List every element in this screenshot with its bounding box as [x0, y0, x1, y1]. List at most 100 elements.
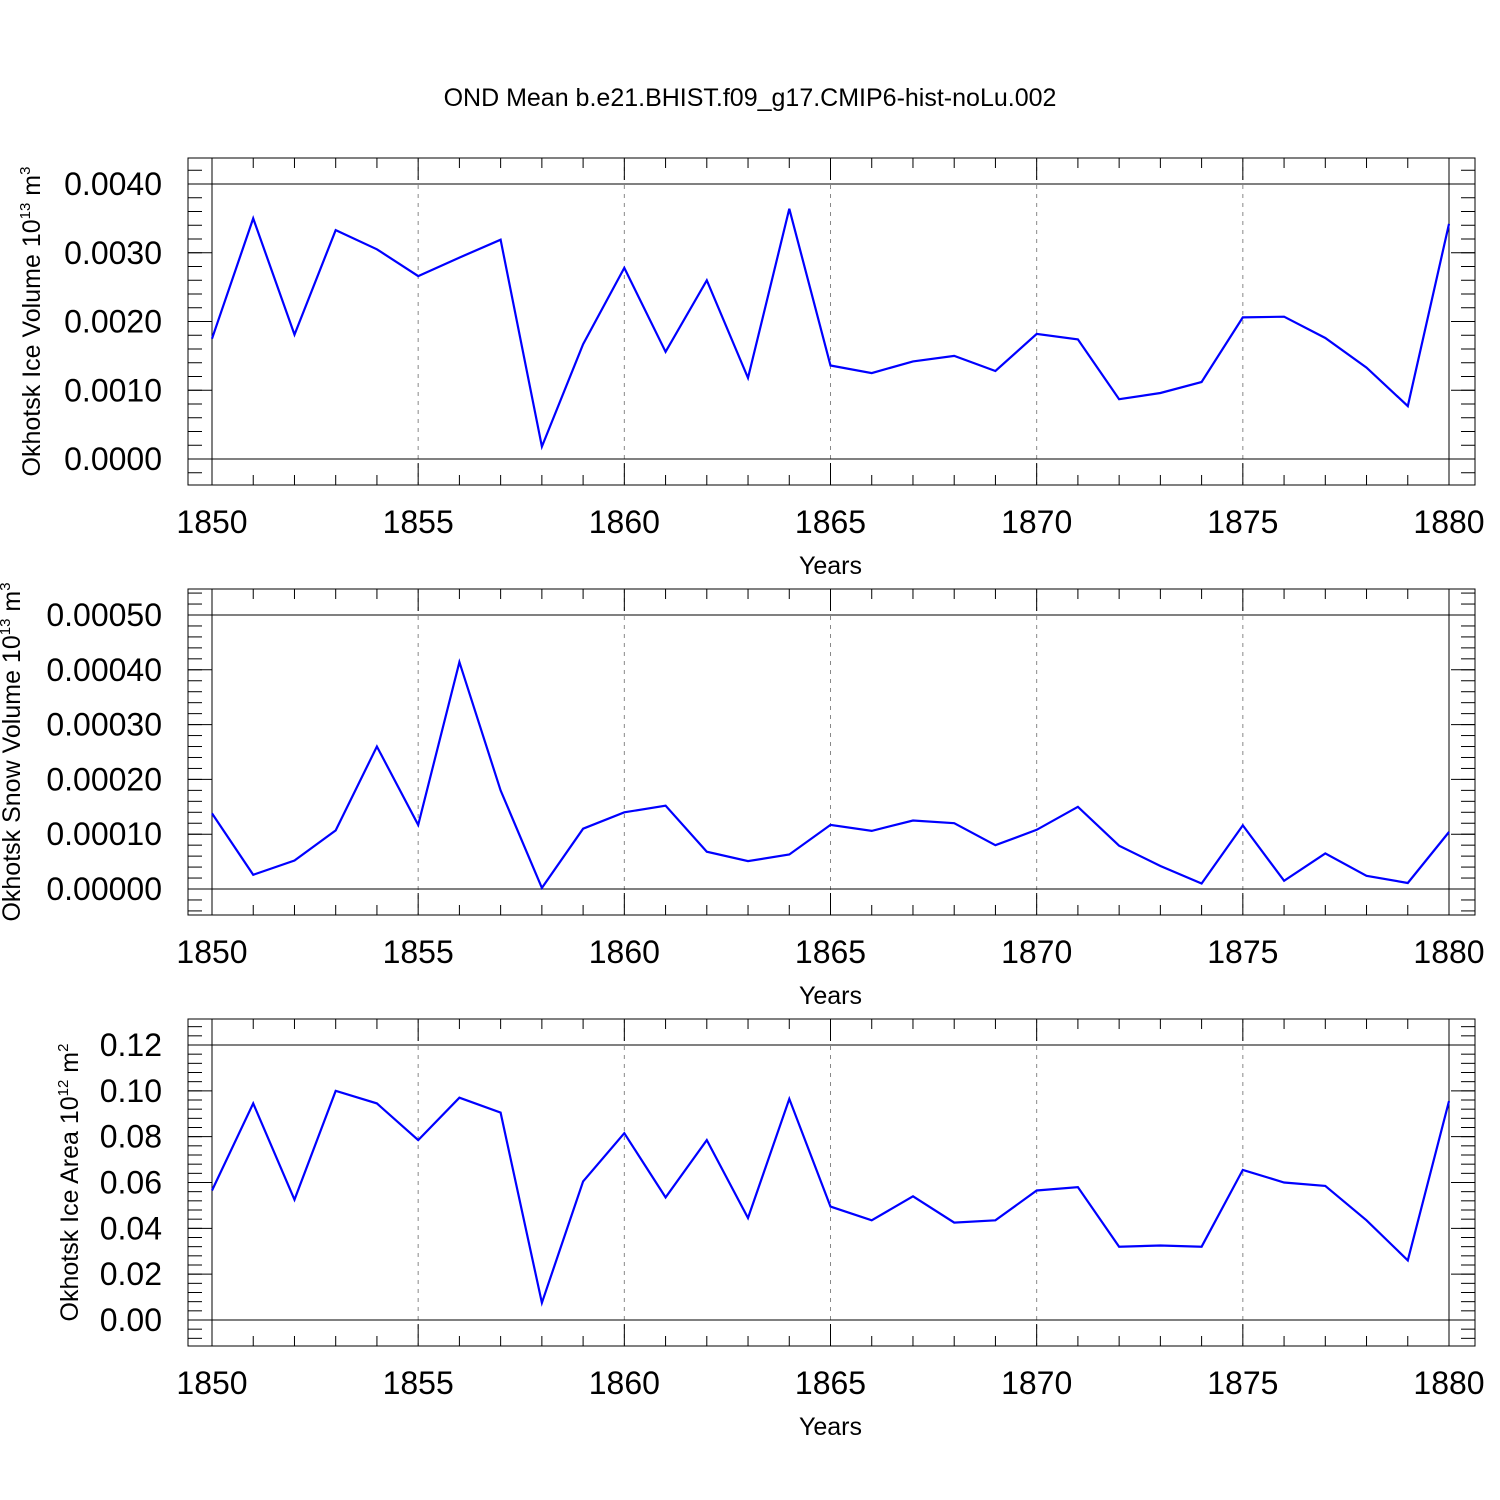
- data-point: [748, 1218, 749, 1219]
- x-tick-label: 1850: [176, 1365, 247, 1401]
- data-point: [1325, 338, 1326, 339]
- data-point: [418, 1140, 419, 1141]
- x-tick-label: 1850: [176, 934, 247, 970]
- data-point: [1407, 1260, 1408, 1261]
- data-point: [1242, 825, 1243, 826]
- chart-title: OND Mean b.e21.BHIST.f09_g17.CMIP6-hist-…: [444, 84, 1057, 112]
- data-point: [1284, 316, 1285, 317]
- data-point: [706, 1140, 707, 1141]
- y-tick-label: 0.0040: [64, 166, 162, 202]
- data-point: [624, 267, 625, 268]
- data-point: [1284, 880, 1285, 881]
- data-point: [294, 1199, 295, 1200]
- data-point: [335, 1090, 336, 1091]
- x-tick-label: 1870: [1001, 1365, 1072, 1401]
- data-point: [1036, 333, 1037, 334]
- data-point: [748, 861, 749, 862]
- data-point: [376, 1103, 377, 1104]
- y-axis-label: Okhotsk Ice Area 1012 m2: [55, 1044, 84, 1322]
- data-point: [212, 338, 213, 339]
- x-tick-label: 1875: [1207, 1365, 1278, 1401]
- y-tick-label: 0.04: [100, 1210, 162, 1246]
- data-point: [335, 830, 336, 831]
- series-line: [211, 1089, 1451, 1307]
- data-point: [1201, 382, 1202, 383]
- data-point: [1242, 317, 1243, 318]
- data-point: [954, 823, 955, 824]
- data-point: [583, 828, 584, 829]
- data-point: [995, 1220, 996, 1221]
- x-tick-label: 1870: [1001, 504, 1072, 540]
- data-point: [459, 257, 460, 258]
- x-tick-label: 1880: [1413, 1365, 1484, 1401]
- data-point: [871, 1220, 872, 1221]
- data-point: [954, 1222, 955, 1223]
- x-tick-label: 1855: [383, 504, 454, 540]
- data-point: [995, 371, 996, 372]
- data-point: [253, 874, 254, 875]
- data-point: [871, 830, 872, 831]
- y-tick-label: 0.0030: [64, 235, 162, 271]
- data-point: [459, 662, 460, 663]
- x-tick-label: 1855: [383, 1365, 454, 1401]
- x-tick-label: 1875: [1207, 504, 1278, 540]
- x-tick-label: 1865: [795, 504, 866, 540]
- data-point: [253, 218, 254, 219]
- panel-3: 0.00 0.02 0.04 0.06 0.08 0.10 0.12 1850 1855 1860…: [55, 1018, 1485, 1441]
- data-point: [1201, 1246, 1202, 1247]
- data-point: [1449, 223, 1450, 224]
- data-point: [1325, 853, 1326, 854]
- data-point: [1119, 1246, 1120, 1247]
- x-tick-label: 1865: [795, 934, 866, 970]
- y-tick-label: 0.00000: [46, 871, 162, 907]
- data-point: [830, 824, 831, 825]
- data-point: [541, 1302, 542, 1303]
- data-point: [830, 1206, 831, 1207]
- y-tick-label: 0.00040: [46, 652, 162, 688]
- data-point: [335, 230, 336, 231]
- y-axis-label: Okhotsk Ice Volume 1013 m3: [17, 167, 46, 477]
- data-point: [500, 790, 501, 791]
- data-point: [665, 805, 666, 806]
- data-point: [1036, 829, 1037, 830]
- y-tick-label: 0.00030: [46, 707, 162, 743]
- x-tick-label: 1850: [176, 504, 247, 540]
- data-point: [583, 344, 584, 345]
- x-axis-label: Years: [799, 552, 862, 580]
- data-point: [665, 1197, 666, 1198]
- x-tick-label: 1875: [1207, 934, 1278, 970]
- data-point: [212, 1190, 213, 1191]
- data-point: [1119, 399, 1120, 400]
- y-tick-label: 0.0020: [64, 304, 162, 340]
- data-point: [1160, 1245, 1161, 1246]
- data-point: [294, 334, 295, 335]
- plot-frame: [187, 157, 1476, 486]
- y-tick-label: 0.00: [100, 1302, 162, 1338]
- data-point: [1284, 1182, 1285, 1183]
- y-tick-label: 0.08: [100, 1119, 162, 1155]
- data-point: [212, 813, 213, 814]
- data-point: [294, 860, 295, 861]
- series-line: [211, 658, 1450, 891]
- panel-2: 0.00000 0.00010 0.00020 0.00030 0.00040 0.000…: [0, 582, 1485, 1010]
- plot-frame: [187, 588, 1476, 916]
- data-point: [995, 845, 996, 846]
- data-point: [912, 361, 913, 362]
- y-tick-label: 0.0010: [64, 372, 162, 408]
- x-tick-label: 1860: [589, 1365, 660, 1401]
- y-tick-label: 0.06: [100, 1165, 162, 1201]
- x-tick-label: 1865: [795, 1365, 866, 1401]
- data-point: [789, 854, 790, 855]
- y-tick-label: 0.0000: [64, 441, 162, 477]
- data-point: [706, 851, 707, 852]
- data-point: [624, 1133, 625, 1134]
- data-point: [459, 1097, 460, 1098]
- data-point: [1201, 883, 1202, 884]
- y-tick-label: 0.00010: [46, 816, 162, 852]
- y-tick-label: 0.12: [100, 1027, 162, 1063]
- data-point: [624, 812, 625, 813]
- x-tick-label: 1860: [589, 934, 660, 970]
- data-point: [1036, 1190, 1037, 1191]
- data-point: [1242, 1169, 1243, 1170]
